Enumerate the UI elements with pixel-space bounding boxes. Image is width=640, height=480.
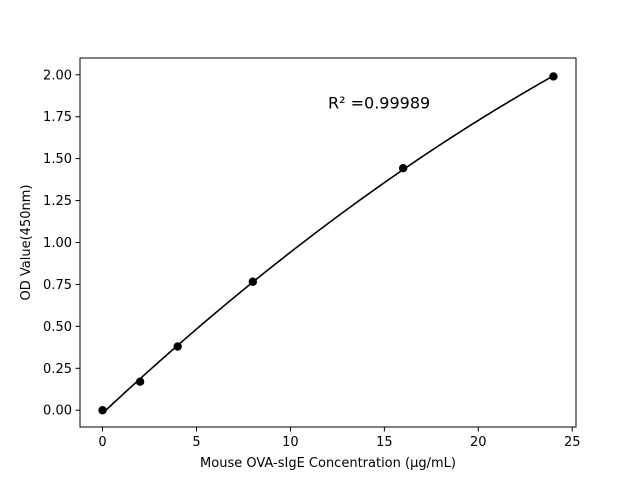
x-tick-label: 25 <box>564 435 581 450</box>
data-point <box>98 406 107 415</box>
y-tick-label: 0.00 <box>43 404 72 419</box>
y-tick-label: 1.75 <box>43 110 72 125</box>
x-tick-label: 20 <box>470 435 487 450</box>
x-axis-title: Mouse OVA-sIgE Concentration (μg/mL) <box>200 456 456 471</box>
x-axis-ticks: 0 5 10 15 20 25 <box>98 427 581 450</box>
y-tick-label: 1.50 <box>43 152 72 167</box>
y-tick-label: 0.75 <box>43 278 72 293</box>
y-axis-title: OD Value(450nm) <box>19 185 34 301</box>
x-tick-label: 5 <box>192 435 200 450</box>
y-tick-label: 1.25 <box>43 194 72 209</box>
data-point <box>248 277 258 286</box>
y-tick-label: 0.50 <box>43 320 72 335</box>
y-axis-ticks: 0.00 0.25 0.50 0.75 1.00 1.25 1.50 1.75 2.00 <box>43 68 80 419</box>
x-tick-label: 0 <box>98 435 106 450</box>
plot-area-frame <box>79 57 577 428</box>
y-tick-label: 2.00 <box>43 68 72 83</box>
r-squared-annotation: R² =0.99989 <box>328 93 430 112</box>
data-point <box>549 72 558 81</box>
y-tick-label: 0.25 <box>43 362 72 377</box>
data-points-layer <box>98 72 558 415</box>
y-tick-label: 1.00 <box>43 236 72 251</box>
x-tick-label: 15 <box>376 435 393 450</box>
data-point <box>173 342 182 351</box>
data-point <box>135 377 145 386</box>
data-point <box>398 163 408 173</box>
x-tick-label: 10 <box>282 435 299 450</box>
